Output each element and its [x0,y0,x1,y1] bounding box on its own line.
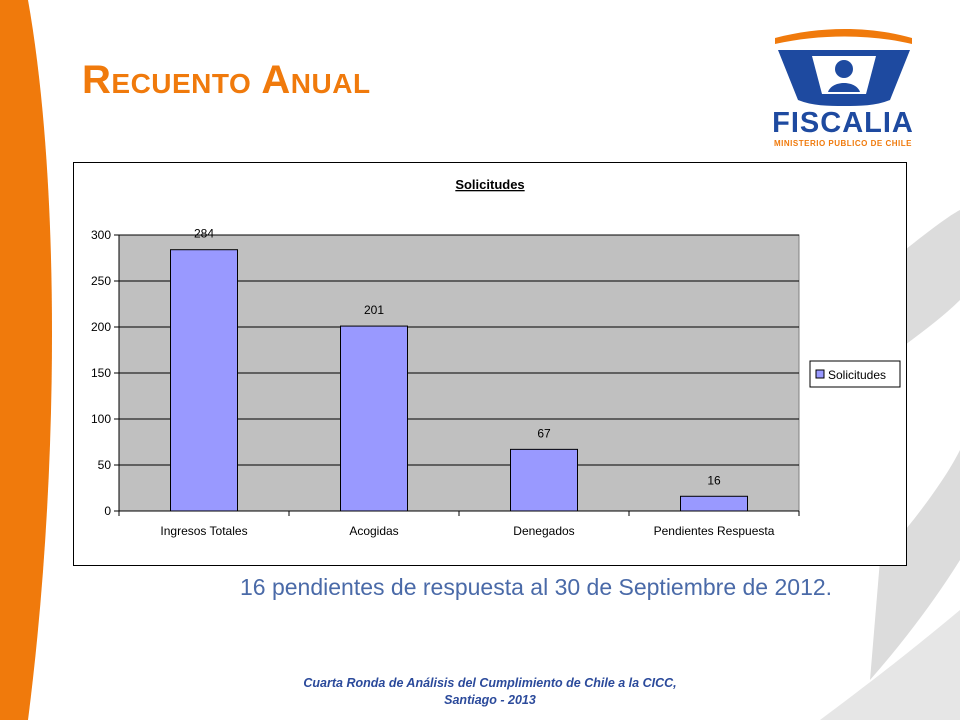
logo-tagline: MINISTERIO PUBLICO DE CHILE [774,139,912,148]
slide-title: Recuento Anual [82,58,371,102]
x-tick-label: Ingresos Totales [160,524,247,538]
y-tick-label: 50 [98,458,112,472]
y-tick-label: 300 [91,228,111,242]
x-tick-label: Acogidas [349,524,398,538]
y-tick-label: 150 [91,366,111,380]
logo-arc [775,29,912,44]
chart-title: Solicitudes [455,177,524,192]
data-label: 16 [707,473,721,487]
y-tick-label: 250 [91,274,111,288]
data-label: 201 [364,303,384,317]
legend-box [809,360,901,388]
y-tick-label: 0 [104,504,111,518]
legend-label: Solicitudes [828,368,886,382]
data-label: 284 [194,227,214,241]
gray-swoosh-lower [870,450,960,680]
chart-container: Solicitudes 0 50 100 150 200 250 300 284 Ingresos… [73,162,907,566]
bar [340,325,408,512]
footer-line-2: Santiago - 2013 [444,693,536,707]
logo-head [835,60,853,78]
pending-note: 16 pendientes de respuesta al 30 de Sept… [240,574,833,600]
gray-swoosh-bottom [820,610,960,720]
x-tick-label: Pendientes Respuesta [654,524,775,538]
y-tick-label: 100 [91,412,111,426]
logo-body [828,83,860,92]
orange-swoosh [0,0,52,720]
legend-swatch [815,369,825,379]
logo-wordmark: FISCALIA [772,107,914,139]
data-label: 67 [537,426,551,440]
footer: Cuarta Ronda de Análisis del Cumplimient… [230,675,750,709]
bar [170,249,238,512]
bar [510,448,578,512]
bar [680,495,748,512]
x-tick-label: Denegados [513,524,574,538]
gray-swoosh-upper [905,210,960,345]
footer-line-1: Cuarta Ronda de Análisis del Cumplimient… [303,676,677,690]
y-tick-label: 200 [91,320,111,334]
fiscalia-logo: FISCALIA MINISTERIO PUBLICO DE CHILE [740,24,945,154]
bar-chart: Solicitudes 0 50 100 150 200 250 300 284 Ingresos… [91,177,901,538]
